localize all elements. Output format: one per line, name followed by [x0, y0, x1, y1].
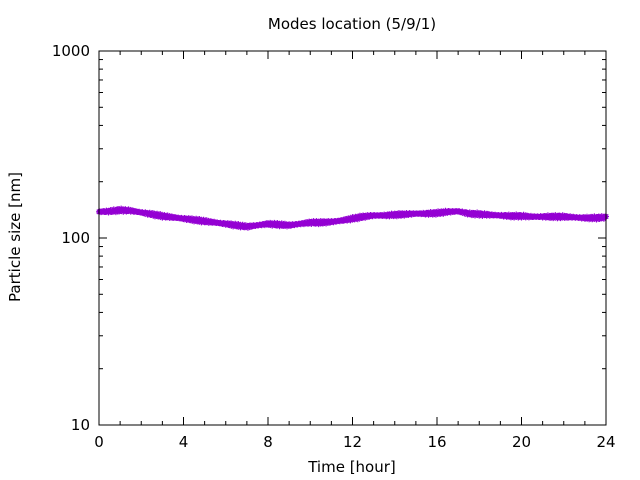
- data-point: [356, 212, 363, 219]
- x-tick-label: 16: [427, 433, 446, 451]
- data-point: [395, 210, 402, 217]
- data-point: [513, 211, 520, 218]
- data-point: [392, 211, 399, 218]
- data-point: [154, 210, 161, 217]
- x-axis-label: Time [hour]: [307, 458, 396, 476]
- data-point: [193, 215, 200, 222]
- data-point: [266, 221, 273, 228]
- data-point: [437, 210, 444, 217]
- data-point: [435, 208, 442, 215]
- data-point: [317, 218, 324, 225]
- data-point: [388, 210, 395, 217]
- data-point: [310, 218, 317, 225]
- data-point: [117, 207, 124, 214]
- x-tick-label: 4: [179, 433, 189, 451]
- data-points: [96, 205, 609, 231]
- data-point: [200, 216, 207, 223]
- data-point: [593, 216, 600, 223]
- x-tick-label: 24: [596, 433, 615, 451]
- data-point: [187, 217, 194, 224]
- data-point: [226, 222, 233, 229]
- data-point: [431, 209, 438, 216]
- data-point: [109, 208, 116, 215]
- x-tick-label: 20: [512, 433, 531, 451]
- data-point: [241, 224, 248, 231]
- data-point: [271, 219, 278, 226]
- data-point: [515, 214, 522, 221]
- data-point: [198, 219, 205, 226]
- x-tick-label: 0: [94, 433, 104, 451]
- data-point: [159, 214, 166, 221]
- data-point: [478, 210, 485, 217]
- data-point: [112, 209, 119, 216]
- data-point: [278, 220, 285, 227]
- axis-ticks: [98, 50, 607, 426]
- data-point: [586, 216, 593, 223]
- data-point: [507, 214, 514, 221]
- data-point: [195, 218, 202, 225]
- data-point: [547, 215, 554, 222]
- data-point: [156, 213, 163, 220]
- data-point: [234, 223, 241, 230]
- data-point: [554, 215, 561, 222]
- data-point: [239, 221, 246, 228]
- y-tick-label: 100: [61, 229, 90, 247]
- data-point: [151, 213, 158, 220]
- y-tick-label: 10: [71, 416, 90, 434]
- chart-title: Modes location (5/9/1): [268, 15, 436, 33]
- x-tick-label: 12: [343, 433, 362, 451]
- plot-frame: [98, 50, 607, 426]
- data-point: [474, 209, 481, 216]
- data-point: [232, 220, 239, 227]
- axis-tick-labels: 0 4 8 12 16 20 24 10 100 1000: [52, 42, 616, 451]
- y-axis-label: Particle size [nm]: [6, 172, 24, 302]
- y-tick-label: 1000: [52, 42, 90, 60]
- data-point: [120, 208, 127, 215]
- data-point: [280, 222, 287, 229]
- x-tick-label: 8: [263, 433, 273, 451]
